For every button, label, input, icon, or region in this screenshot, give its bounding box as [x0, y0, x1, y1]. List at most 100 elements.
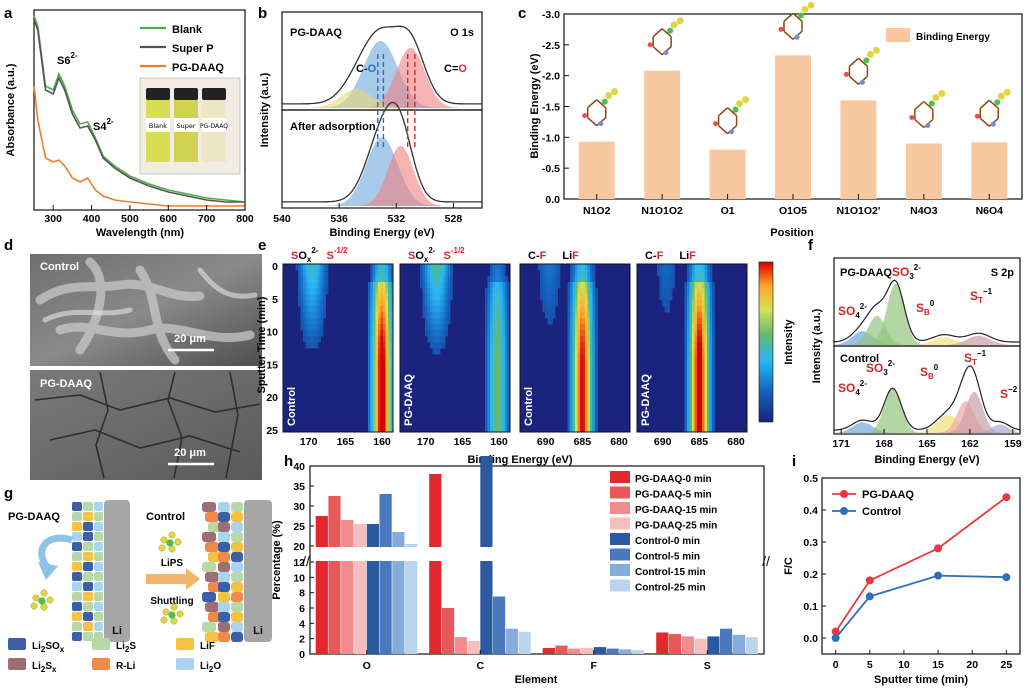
sulfur-atom — [40, 589, 48, 597]
panel-e-cell — [323, 300, 326, 307]
panel-e-cell — [378, 294, 381, 301]
panel-e-cell — [442, 264, 446, 271]
panel-f-top-peak-3 — [834, 337, 1020, 345]
panel-e-cell — [709, 414, 713, 421]
sei-block — [94, 622, 103, 631]
panel-e-cell — [490, 390, 493, 397]
panel-e-cell — [378, 378, 381, 385]
panel-e-cell — [432, 306, 436, 313]
sei-block — [83, 582, 93, 591]
panel-e-cell — [555, 288, 558, 295]
panel-e-cell — [442, 336, 446, 343]
sulfur-atom — [736, 100, 744, 108]
panel-e-cell — [490, 270, 493, 277]
panel-e-cell — [298, 276, 301, 283]
sei-block — [94, 592, 103, 601]
panel-e-cell — [694, 426, 698, 433]
panel-e-cell — [450, 270, 453, 277]
panel-e-cell — [497, 282, 501, 289]
panel-e-cell — [590, 342, 593, 349]
panel-e-cell — [702, 390, 705, 397]
panel-e-cell — [684, 372, 688, 379]
panel-e-cell — [320, 318, 324, 325]
panel-a-xlabel: Wavelength (nm) — [96, 227, 185, 239]
panel-e-cell — [567, 402, 571, 409]
panel-e-cell — [590, 288, 593, 295]
panel-c-ytick-label: -1.0 — [542, 132, 560, 144]
panel-e-cell — [692, 318, 695, 325]
sulfur-atom — [997, 92, 1005, 100]
panel-e-cell — [442, 288, 446, 295]
panel-e-cell — [575, 390, 578, 397]
panel-e-cell — [500, 312, 503, 319]
panel-e-cell — [702, 294, 705, 301]
panel-e-cell — [492, 396, 496, 403]
panel-e-cell — [502, 366, 506, 373]
panel-e-cell — [580, 402, 583, 409]
panel-e-ytick-label: 0 — [272, 261, 278, 273]
panel-e-cell — [567, 324, 571, 331]
panel-e-cell — [542, 264, 546, 271]
panel-e-cell — [485, 372, 488, 379]
panel-e-cell — [689, 348, 693, 355]
sei-block — [231, 622, 243, 632]
lithium-atom — [732, 106, 739, 113]
panel-e-cell — [318, 294, 321, 301]
panel-h-xtick-label: C — [476, 660, 484, 672]
panel-e-cell — [440, 336, 443, 343]
panel-e-cell — [298, 300, 301, 307]
panel-e-cell — [709, 408, 713, 415]
panel-i-ytick-label: 0.2 — [803, 569, 818, 581]
panel-e-cell — [495, 306, 498, 313]
polysulfide-molecule — [30, 589, 54, 611]
panel-e-cell — [687, 318, 690, 325]
panel-e-cell — [500, 264, 503, 271]
sei-block — [83, 552, 93, 561]
panel-e-cell — [318, 300, 321, 307]
panel-e-cell — [552, 264, 556, 271]
panel-h-bar — [341, 520, 354, 654]
panel-e-cell — [487, 396, 491, 403]
panel-e-cell — [577, 390, 581, 397]
panel-e-cell — [577, 372, 581, 379]
panel-f-bottom-peak-5 — [834, 424, 1020, 433]
panel-e-cell — [497, 348, 501, 355]
panel-e-cell — [587, 378, 591, 385]
panel-e-cell — [500, 330, 503, 337]
panel-e-cell — [507, 282, 511, 289]
panel-e-cell — [570, 330, 573, 337]
panel-e-cell — [704, 420, 708, 427]
panel-e-cell — [595, 336, 598, 343]
panel-e-cell — [378, 366, 381, 373]
panel-e-cell — [712, 366, 715, 373]
panel-e-cell — [323, 288, 326, 295]
panel-e-cell — [692, 408, 695, 415]
panel-e-cell — [305, 300, 309, 307]
panel-e-cell — [507, 426, 511, 433]
panel-e-cell — [664, 306, 668, 313]
panel-h-break-mark-left: // — [302, 553, 310, 569]
panel-e-cell — [702, 336, 705, 343]
panel-e-cell — [577, 288, 581, 295]
panel-e-cell — [590, 282, 593, 289]
panel-e-cell — [704, 396, 708, 403]
vial-label-pgdaaq: PG-DAAQ — [200, 123, 228, 130]
panel-e-cell — [373, 276, 376, 283]
panel-e-cell — [368, 426, 371, 433]
panel-e-cell — [388, 372, 391, 379]
panel-e-cell — [437, 324, 441, 331]
panel-e-cell — [368, 390, 371, 397]
panel-e-cell — [378, 330, 381, 337]
panel-e-cell — [308, 324, 311, 331]
panel-e-cell — [313, 264, 316, 271]
panel-e-cell — [388, 426, 391, 433]
panel-i-xtick-label: 20 — [966, 659, 978, 671]
panel-e-cell — [383, 360, 386, 367]
panel-e-cell — [300, 300, 304, 307]
panel-e-cell — [507, 294, 511, 301]
panel-e-cell — [570, 276, 573, 283]
panel-e-cell — [595, 378, 598, 385]
panel-e-cell — [422, 282, 426, 289]
panel-e-cell — [702, 300, 705, 307]
nitrogen-atom — [990, 121, 996, 127]
